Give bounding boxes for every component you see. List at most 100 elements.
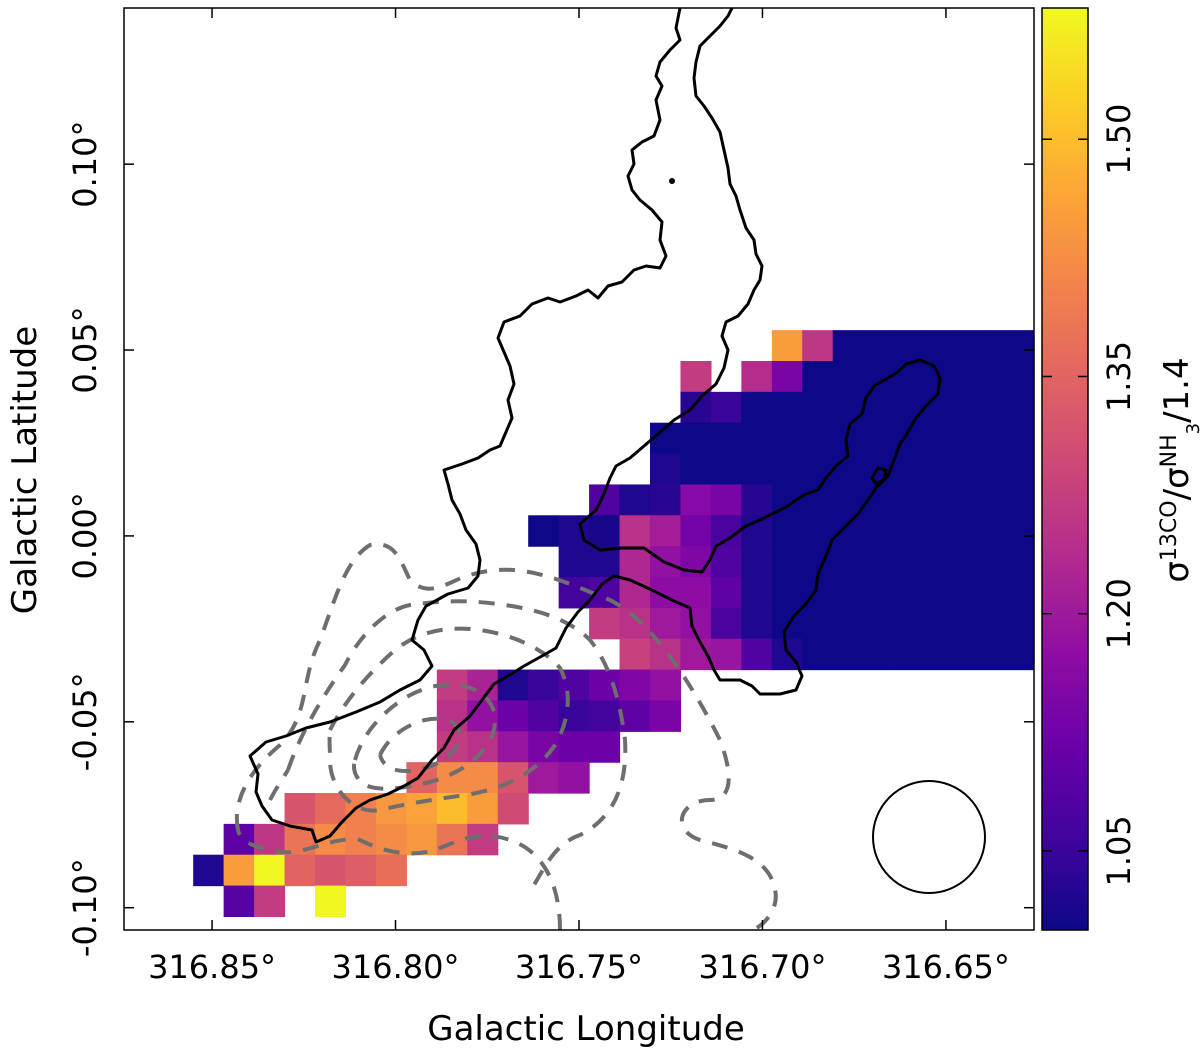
heatmap-pixel xyxy=(314,793,347,825)
heatmap-pixel xyxy=(710,607,742,640)
y-tick-label: -0.05° xyxy=(66,672,104,771)
heatmap-pixel xyxy=(497,793,529,825)
heatmap-pixel xyxy=(985,360,1017,393)
heatmap-pixel xyxy=(710,638,742,671)
dashed-contour-outer xyxy=(234,542,778,930)
heatmap-pixel xyxy=(771,577,803,609)
heatmap-pixel xyxy=(1015,546,1034,578)
heatmap-pixel xyxy=(741,484,773,516)
heatmap-pixel xyxy=(1015,484,1034,516)
heatmap-pixel xyxy=(832,638,864,671)
heatmap-pixel xyxy=(924,391,956,424)
heatmap-pixel xyxy=(619,484,651,516)
heatmap-pixel xyxy=(589,700,621,732)
heatmap-pixel xyxy=(802,330,834,362)
heatmap-pixel xyxy=(406,823,438,856)
colorbar-label-sup1: 13 xyxy=(1157,533,1182,561)
heatmap-pixel xyxy=(680,577,712,609)
heatmap-pixel xyxy=(771,391,803,424)
heatmap-pixel xyxy=(985,453,1017,486)
heatmap-pixel xyxy=(223,885,255,918)
heatmap-pixel xyxy=(1107,546,1138,577)
heatmap-pixel xyxy=(802,607,834,640)
heatmap-pixel xyxy=(954,546,986,578)
heatmap-pixel xyxy=(680,391,712,424)
heatmap-pixel xyxy=(650,484,682,516)
heatmap-pixel xyxy=(1137,608,1168,639)
heatmap-pixel xyxy=(741,546,773,578)
heatmap-pixel xyxy=(954,515,986,547)
heatmap-pixel xyxy=(710,546,742,578)
heatmap-pixel xyxy=(497,731,529,763)
heatmap-pixel xyxy=(802,360,834,393)
heatmap-pixel xyxy=(1168,330,1199,361)
heatmap-pixel xyxy=(924,422,956,455)
heatmap-pixel xyxy=(314,885,347,918)
heatmap-pixel xyxy=(1107,299,1138,330)
heatmap-pixel xyxy=(619,669,651,702)
heatmap-pixel xyxy=(680,360,712,393)
solid-contour-small xyxy=(870,466,888,486)
heatmap-pixel xyxy=(802,638,834,671)
dashed-contour-level2 xyxy=(268,599,628,892)
heatmap-pixel xyxy=(985,577,1017,609)
heatmap-pixel xyxy=(741,453,773,486)
heatmap-pixel xyxy=(741,638,773,671)
heatmap-pixel xyxy=(680,546,712,578)
x-axis-label: Galactic Longitude xyxy=(427,1009,745,1049)
heatmap-pixel xyxy=(893,577,925,609)
heatmap-pixel xyxy=(1137,145,1168,176)
heatmap-pixel xyxy=(528,515,560,547)
heatmap-pixel xyxy=(223,854,255,887)
heatmap-pixel xyxy=(924,330,956,362)
heatmap-pixel xyxy=(741,391,773,424)
heatmap-pixel xyxy=(406,793,438,825)
heatmap-pixel xyxy=(985,607,1017,640)
heatmap-pixel xyxy=(589,515,621,547)
heatmap-pixel xyxy=(863,515,895,547)
heatmap-pixel xyxy=(680,453,712,486)
heatmap-pixel xyxy=(893,484,925,516)
x-tick-label: 316.80° xyxy=(332,948,460,986)
heatmap-pixel xyxy=(802,422,834,455)
heatmap-pixel xyxy=(832,391,864,424)
heatmap-pixel xyxy=(771,422,803,455)
heatmap-pixel xyxy=(954,484,986,516)
heatmap-pixel xyxy=(985,391,1017,424)
heatmap-pixel xyxy=(832,577,864,609)
heatmap-pixel xyxy=(254,823,286,856)
colorbar-label-tail: /1.4 xyxy=(1157,357,1197,423)
heatmap-pixel xyxy=(893,360,925,393)
heatmap-pixel xyxy=(985,638,1017,671)
heatmap-pixel xyxy=(710,422,742,455)
dashed-contour-inner xyxy=(378,716,463,774)
heatmap-pixel xyxy=(1137,330,1168,361)
heatmap-pixel xyxy=(954,453,986,486)
y-tick-label: -0.10° xyxy=(66,858,104,957)
heatmap-pixel xyxy=(863,422,895,455)
heatmap-pixel xyxy=(497,669,529,702)
heatmap-pixel xyxy=(1168,299,1199,330)
heatmap-pixel xyxy=(985,484,1017,516)
solid-contour-dot xyxy=(669,178,675,184)
heatmap-pixel xyxy=(741,577,773,609)
x-tick-label: 316.65° xyxy=(882,948,1010,986)
heatmap-pixel xyxy=(436,700,468,732)
heatmap-pixel xyxy=(832,546,864,578)
heatmap-pixel xyxy=(619,638,651,671)
heatmap-pixel xyxy=(893,638,925,671)
heatmap-pixel xyxy=(375,854,407,887)
heatmap-pixel xyxy=(558,546,590,578)
heatmap-pixel xyxy=(863,546,895,578)
heatmap-pixel xyxy=(863,607,895,640)
heatmap-pixels xyxy=(193,145,1199,918)
heatmap-pixel xyxy=(771,546,803,578)
heatmap-pixel xyxy=(893,453,925,486)
heatmap-pixel xyxy=(1107,423,1138,454)
heatmap-pixel xyxy=(832,330,864,362)
heatmap-pixel xyxy=(893,607,925,640)
heatmap-pixel xyxy=(284,854,316,887)
heatmap-pixel xyxy=(893,546,925,578)
heatmap-pixel xyxy=(832,515,864,547)
heatmap-pixel xyxy=(741,422,773,455)
